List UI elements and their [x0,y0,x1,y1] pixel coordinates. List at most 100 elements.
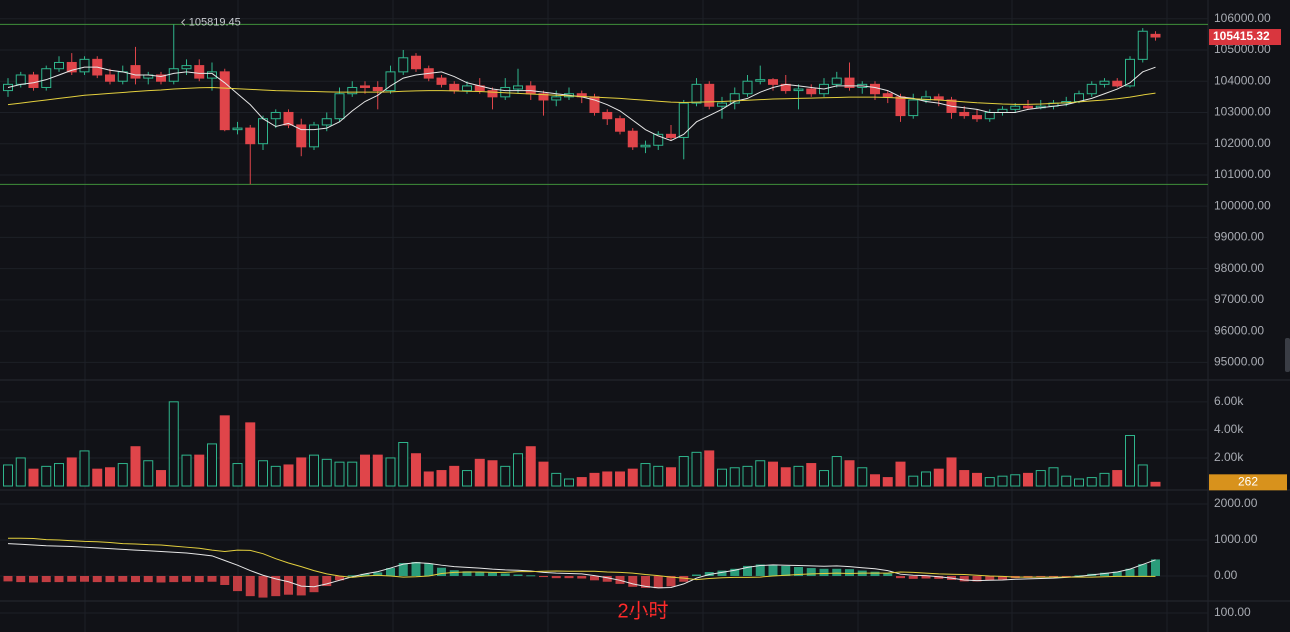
candle-body [411,55,421,70]
candle-body [666,133,676,138]
volume-bar [270,465,281,487]
volume-bar [334,461,345,487]
candle-body [66,61,77,73]
candle-body [921,96,931,101]
volume-bar [487,460,498,487]
macd-bar [67,575,77,582]
macd-bar [449,570,459,576]
macd-bar [564,575,574,579]
candle-body [895,96,906,117]
y-tick-label: 6.00k [1214,394,1244,408]
macd-bar [794,566,803,576]
macd-bar [730,568,740,576]
volume-bar [92,468,103,487]
y-tick-label: 0.00 [1214,568,1238,582]
macd-bar [602,575,612,582]
macd-bar [386,568,395,576]
macd-bar [526,575,536,577]
volume-bar [870,474,880,487]
volume-bar [385,457,396,487]
candle-body [194,65,205,79]
volume-bar [245,422,256,487]
volume-bar [589,472,600,487]
ma-line [7,543,1156,589]
macd-bar [373,572,383,576]
macd-bar [1112,571,1122,576]
macd-bar [500,573,510,576]
candle-body [130,65,141,79]
macd-bar [3,575,13,582]
volume-bar [959,470,970,487]
macd-bar [551,575,561,579]
volume-bar [1125,434,1135,487]
volume-bar [1010,474,1021,487]
volume-bar [704,450,715,487]
candle-body [385,71,396,92]
volume-bar [500,465,511,487]
ma-line [7,86,1156,106]
candle-body [245,127,256,145]
macd-bar [704,572,714,576]
volume-bar [54,463,64,487]
volume-bar [1023,472,1033,487]
candle-body [54,61,64,70]
volume-bar [1099,472,1110,487]
macd-bar [335,575,344,581]
macd-bar [959,575,969,582]
macd-bar [1061,575,1071,577]
candle-body [219,71,230,131]
volume-bar [793,465,804,487]
candle-body [181,65,192,70]
macd-bar [424,563,434,576]
candle-body [360,85,370,88]
volume-bar [1150,481,1161,487]
volume-bar [678,456,689,487]
macd-bar [194,575,204,583]
macd-bar [131,575,140,583]
volume-label-box [1209,474,1287,491]
macd-bar [666,575,676,587]
high-annotation: 105819.45 [189,16,241,28]
macd-bar [1138,564,1148,576]
volume-bar [168,401,179,487]
candle-body [640,144,651,148]
annotation-arrow [181,19,186,26]
macd-bar [985,575,995,581]
scroll-handle[interactable] [1285,338,1290,372]
candle-body [15,74,26,85]
candle-body [959,111,970,117]
candle-body [525,85,536,95]
macd-bar [513,574,523,576]
candle-body [1010,105,1021,110]
volume-bar [156,470,166,487]
volume-bar [742,465,753,487]
volume-bar [1035,470,1046,487]
macd-bar [998,575,1007,580]
macd-bar [806,568,816,576]
macd-bar [755,564,765,576]
volume-bar [258,460,268,487]
volume-bar [181,454,192,487]
candle-body [831,77,842,85]
y-tick-label: 99000.00 [1214,230,1264,244]
volume-bar [3,464,13,487]
volume-bar [768,461,778,487]
y-tick-label: 105000.00 [1214,42,1271,56]
volume-bar [423,471,434,487]
candle-body [449,83,460,92]
volume-bar [309,454,319,487]
candle-body [742,80,753,95]
ma-line [8,537,1156,581]
candle-body [347,86,358,95]
macd-bar [220,575,230,585]
candle-body [793,88,804,92]
volume-bar [1048,467,1059,487]
candle-body [717,102,727,107]
macd-bar [360,573,370,576]
volume-bar [513,453,523,487]
y-tick-label: 103000.00 [1214,105,1271,119]
macd-bar [437,567,446,576]
volume-bar [882,477,893,487]
